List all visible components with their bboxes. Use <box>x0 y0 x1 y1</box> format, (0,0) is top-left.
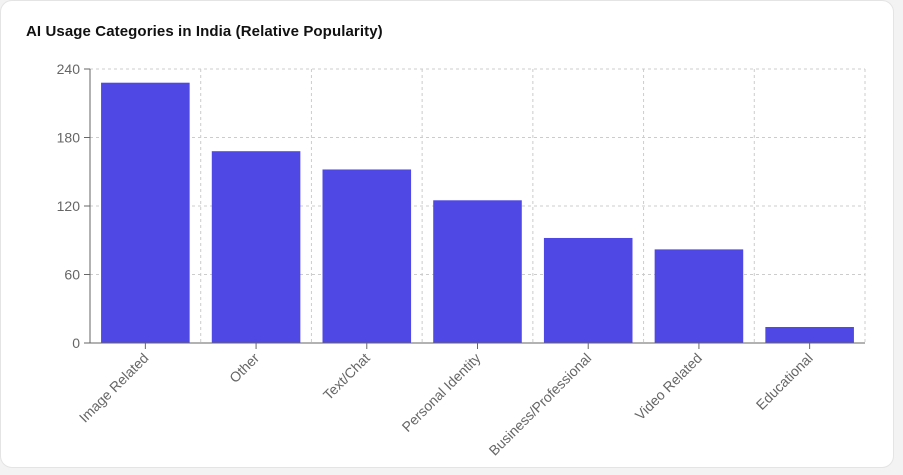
bar-chart: 0 60 120 180 240 Image Related Other Text/Chat… <box>57 61 866 459</box>
y-tick-label: 180 <box>57 130 81 146</box>
y-axis-ticks: 0 60 120 180 240 <box>57 61 90 351</box>
x-tick-label: Educational <box>753 350 816 413</box>
bar[interactable] <box>433 200 522 343</box>
bar[interactable] <box>654 249 744 343</box>
y-tick-label: 0 <box>72 335 80 351</box>
bar[interactable] <box>101 82 190 343</box>
y-tick-label: 240 <box>57 61 81 77</box>
x-axis-ticks: Image Related Other Text/Chat Personal Iden… <box>76 343 816 459</box>
bar[interactable] <box>765 327 854 343</box>
x-tick-label: Other <box>226 350 262 386</box>
x-tick-label: Personal Identity <box>399 350 484 435</box>
x-tick-label: Video Related <box>632 350 705 423</box>
x-tick-label: Image Related <box>76 350 152 426</box>
chart-title: AI Usage Categories in India (Relative P… <box>26 23 383 40</box>
y-tick-label: 60 <box>64 267 80 283</box>
bars <box>101 82 854 343</box>
y-tick-label: 120 <box>57 198 81 214</box>
bar[interactable] <box>543 237 633 343</box>
bar[interactable] <box>322 169 412 343</box>
x-tick-label: Business/Professional <box>486 350 595 459</box>
x-tick-label: Text/Chat <box>320 350 373 403</box>
bar[interactable] <box>211 151 301 343</box>
